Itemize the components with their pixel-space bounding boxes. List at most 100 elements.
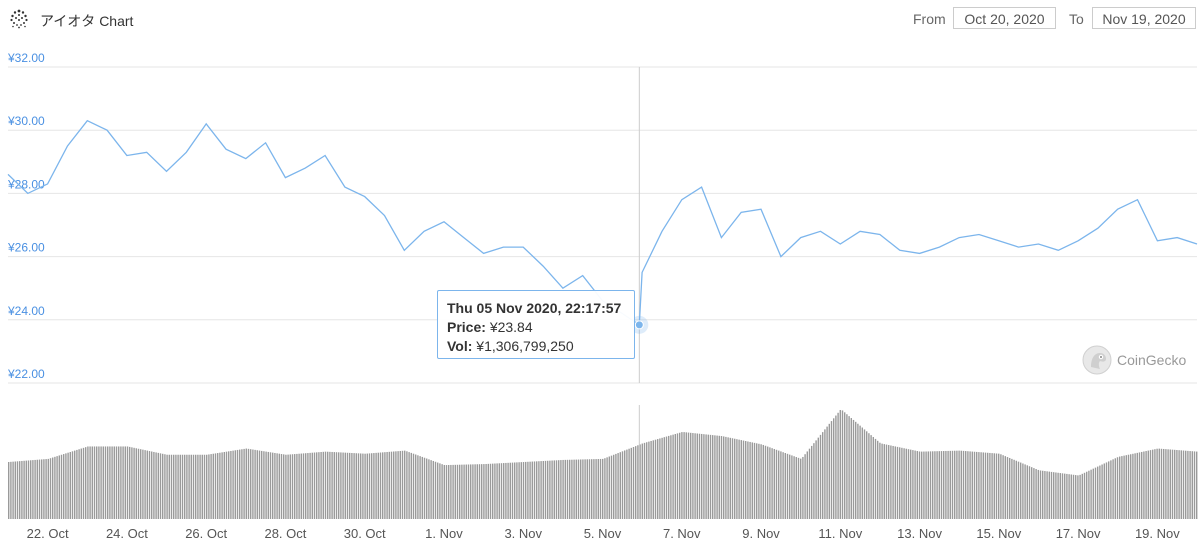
volume-bar — [82, 447, 85, 519]
volume-bar — [481, 464, 483, 519]
volume-bar — [745, 441, 747, 519]
volume-bar — [221, 452, 223, 519]
volume-bar — [1169, 449, 1171, 519]
volume-bar — [263, 451, 265, 519]
volume-bar — [879, 442, 881, 519]
volume-bar — [778, 450, 780, 519]
volume-bar — [472, 464, 474, 519]
volume-bar — [474, 464, 476, 519]
volume-bar — [1011, 458, 1013, 519]
volume-bar — [489, 463, 492, 519]
volume-bar — [679, 432, 681, 519]
volume-bar — [448, 465, 450, 519]
volume-bar — [531, 461, 533, 519]
volume-bar — [485, 463, 487, 519]
volume-bar — [256, 450, 258, 519]
volume-bar — [60, 454, 63, 519]
volume-bar — [498, 463, 500, 519]
coingecko-gecko-icon — [1082, 345, 1112, 375]
volume-bar — [316, 452, 318, 519]
volume-bar — [1193, 451, 1196, 519]
hover-point[interactable] — [634, 320, 644, 330]
volume-bar — [36, 459, 38, 519]
volume-bar — [406, 451, 408, 519]
volume-bar — [641, 443, 643, 519]
volume-bar — [267, 451, 269, 519]
volume-bar — [740, 440, 742, 519]
volume-bar — [894, 446, 896, 519]
volume-bar — [1044, 471, 1046, 519]
volume-bar — [980, 452, 982, 519]
volume-bar — [1121, 456, 1123, 519]
volume-bar — [1110, 460, 1112, 519]
volume-bar — [654, 439, 657, 519]
volume-bar — [1024, 464, 1026, 519]
volume-bar — [681, 432, 683, 519]
x-tick-label: 3. Nov — [504, 526, 542, 541]
volume-bar — [690, 432, 692, 519]
volume-bar — [995, 453, 998, 519]
volume-bar — [199, 454, 201, 519]
volume-bar — [89, 446, 91, 519]
volume-bar — [929, 451, 932, 519]
volume-bar — [421, 456, 423, 519]
volume-bar — [465, 464, 467, 519]
volume-bar — [162, 453, 164, 519]
volume-bar — [225, 451, 228, 519]
volume-bar — [516, 462, 518, 519]
volume-bar — [269, 452, 272, 519]
volume-bar — [1145, 451, 1147, 519]
y-tick-label: ¥28.00 — [7, 177, 45, 191]
volume-bar — [903, 448, 905, 519]
volume-bar — [404, 450, 406, 519]
volume-bar — [313, 452, 316, 519]
from-date-input[interactable]: Oct 20, 2020 — [953, 7, 1056, 29]
volume-bar — [998, 453, 1000, 519]
volume-bar — [797, 457, 800, 519]
volume-bar — [243, 448, 245, 519]
to-date-input[interactable]: Nov 19, 2020 — [1092, 7, 1196, 29]
volume-bar — [1123, 455, 1125, 519]
volume-bar — [384, 452, 386, 519]
volume-bar — [643, 442, 646, 519]
volume-bar — [804, 454, 806, 519]
volume-bar — [1026, 465, 1028, 519]
volume-bar — [349, 452, 351, 519]
volume-bar — [8, 462, 10, 519]
volume-bar — [437, 462, 439, 519]
volume-bar — [395, 451, 397, 519]
volume-bar — [615, 453, 617, 519]
volume-bar — [1002, 455, 1004, 519]
volume-bar — [452, 464, 454, 519]
volume-bar — [102, 446, 104, 519]
volume-bar — [1053, 472, 1055, 519]
volume-bar — [390, 451, 393, 519]
volume-bar — [586, 459, 588, 519]
volume-bar — [1136, 452, 1138, 519]
volume-bar — [258, 450, 261, 519]
volume-bar — [14, 461, 16, 519]
volume-bar — [738, 439, 740, 519]
volume-bar — [635, 446, 637, 519]
volume-bar — [507, 462, 509, 519]
volume-bar — [1127, 454, 1130, 519]
volume-bar — [87, 446, 89, 519]
y-tick-label: ¥32.00 — [7, 51, 45, 65]
volume-bar — [630, 447, 632, 519]
volume-bar — [569, 459, 571, 519]
volume-bar — [954, 450, 956, 519]
volume-bar — [753, 442, 756, 519]
volume-bar — [219, 452, 221, 519]
volume-bar — [104, 446, 107, 519]
volume-bar — [1138, 452, 1141, 519]
volume-bar — [272, 452, 274, 519]
volume-bar — [888, 445, 890, 519]
x-tick-label: 28. Oct — [264, 526, 306, 541]
volume-bar — [80, 448, 82, 519]
volume-bar — [25, 460, 27, 519]
volume-bar — [976, 451, 978, 519]
volume-bar — [412, 453, 415, 519]
x-tick-label: 9. Nov — [742, 526, 780, 541]
volume-bar — [1094, 467, 1097, 519]
